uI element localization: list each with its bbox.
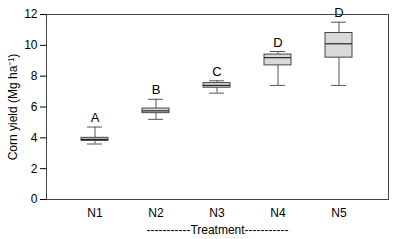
svg-text:D: D [273, 35, 282, 50]
svg-text:A: A [91, 110, 100, 125]
svg-text:2: 2 [31, 162, 38, 176]
svg-text:B: B [152, 82, 161, 97]
svg-text:0: 0 [31, 192, 38, 206]
svg-text:N4: N4 [270, 206, 286, 220]
svg-text:4: 4 [31, 131, 38, 145]
svg-text:6: 6 [31, 100, 38, 114]
svg-text:-----------Treatment----------: -----------Treatment----------- [146, 223, 288, 237]
svg-text:N5: N5 [331, 206, 347, 220]
svg-text:Corn yield (Mg ha⁻¹): Corn yield (Mg ha⁻¹) [6, 54, 20, 161]
svg-text:8: 8 [31, 69, 38, 83]
svg-text:12: 12 [24, 7, 38, 21]
svg-text:N3: N3 [209, 206, 225, 220]
svg-text:N1: N1 [87, 206, 103, 220]
svg-text:C: C [212, 64, 221, 79]
svg-text:D: D [334, 5, 343, 20]
svg-text:10: 10 [24, 38, 38, 52]
svg-text:N2: N2 [148, 206, 164, 220]
